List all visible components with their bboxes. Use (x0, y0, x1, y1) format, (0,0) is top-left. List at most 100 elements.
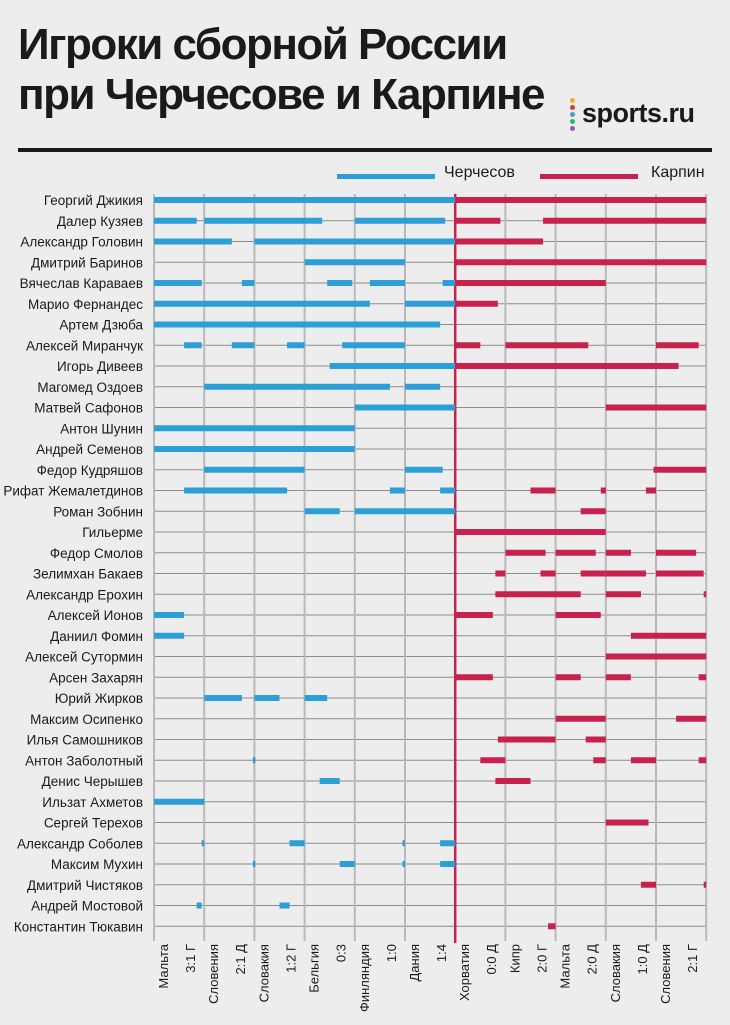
appearance-bar (389, 487, 405, 494)
appearance-bar (231, 342, 255, 349)
player-label: Антон Шунин (60, 421, 143, 436)
appearance-bar (354, 508, 456, 515)
appearance-bar (354, 404, 456, 411)
player-label: Юрий Жирков (55, 691, 143, 706)
player-label: Игорь Дивеев (57, 359, 143, 374)
match-score-label: 1:2 Г (283, 944, 298, 973)
appearance-bar (653, 466, 707, 473)
appearance-bar (304, 695, 328, 701)
appearance-bar (580, 508, 606, 515)
match-score-label: 1:4 (434, 944, 449, 962)
player-label: Алексей Сутормин (25, 650, 143, 665)
appearance-bar (154, 798, 205, 805)
appearance-bar (505, 778, 531, 784)
logo-dots-icon (570, 98, 576, 133)
match-score-label: 0:3 (334, 944, 349, 962)
player-label: Роман Зобнин (53, 504, 143, 519)
appearance-bar (402, 840, 405, 847)
appearance-bar (154, 197, 456, 203)
title-line-1: Игроки сборной России (18, 20, 508, 69)
appearance-bar (184, 342, 202, 349)
appearance-bar (204, 695, 242, 701)
player-label: Алексей Миранчук (26, 338, 143, 353)
appearance-bar (630, 757, 656, 764)
appearance-bar (698, 757, 707, 764)
appearance-bar (495, 778, 506, 784)
appearance-bar (154, 280, 202, 286)
appearance-bar (676, 715, 707, 722)
title-line-2: при Черчесове и Карпине (18, 70, 546, 119)
page-title: Игроки сборной России при Черчесове и Ка… (18, 20, 546, 120)
chart-legend: Черчесов Карпин (0, 160, 730, 190)
match-score-label: 2:0 Д (585, 944, 600, 975)
appearance-bar (548, 923, 556, 930)
player-label: Андрей Мостовой (31, 899, 143, 914)
appearance-bar (369, 280, 405, 286)
match-opponent-label: Хорватия (457, 944, 472, 1001)
appearance-bar (455, 217, 501, 224)
logo-dot (570, 98, 575, 103)
match-opponent-label: Мальта (156, 943, 171, 988)
appearance-bar (154, 321, 441, 328)
appearance-bar (555, 549, 596, 556)
legend-swatch-karpin (540, 174, 638, 179)
appearance-bar (329, 363, 456, 369)
appearance-bar (402, 861, 405, 867)
appearance-bar (405, 466, 443, 473)
match-opponent-label: Дания (407, 944, 422, 982)
appearance-bar (455, 363, 679, 369)
match-opponent-label: Словения (658, 944, 673, 1004)
appearance-bar (505, 342, 589, 349)
appearance-bar (440, 840, 456, 847)
player-label: Вячеслав Караваев (20, 276, 143, 291)
appearance-bar (600, 487, 606, 494)
player-label: Матвей Сафонов (34, 401, 143, 416)
player-label: Федор Смолов (50, 546, 143, 561)
appearance-bar (319, 778, 340, 784)
match-score-label: 2:1 Г (685, 944, 700, 973)
appearance-bar (252, 861, 256, 867)
player-label: Максим Осипенко (30, 712, 143, 727)
appearance-bar (442, 280, 456, 286)
appearance-bar (204, 383, 390, 390)
match-opponent-label: Словения (206, 944, 221, 1004)
match-score-label: 2:0 Г (534, 944, 549, 973)
logo-dot (570, 112, 575, 117)
appearance-bar (656, 549, 697, 556)
appearance-bar (605, 591, 641, 598)
logo-dot (570, 126, 575, 131)
player-label: Гильерме (82, 525, 143, 540)
appearance-bar (497, 736, 506, 743)
appearance-bar (455, 612, 493, 618)
appearance-bar (154, 300, 370, 307)
appearance-bar (505, 549, 546, 556)
player-label: Максим Мухин (51, 857, 143, 872)
appearance-bar (455, 300, 498, 307)
player-label: Андрей Семенов (36, 442, 143, 457)
appearance-bar (304, 259, 405, 266)
match-opponent-label: Словакия (608, 944, 623, 1002)
appearance-bar (605, 819, 649, 826)
appearance-bar (154, 217, 197, 224)
match-score-label: 3:1 Г (183, 944, 198, 973)
appearance-bar (455, 342, 481, 349)
appearance-bar (405, 383, 441, 390)
appearance-bar (605, 570, 646, 577)
player-label: Магомед Оздоев (37, 380, 143, 395)
player-label: Марио Фернандес (28, 297, 143, 312)
appearance-bar (703, 591, 707, 598)
player-label: Константин Тюкавин (14, 919, 143, 934)
player-label: Илья Самошников (27, 733, 143, 748)
match-opponent-label: Финляндия (357, 944, 372, 1012)
player-label: Георгий Джикия (44, 193, 143, 208)
appearance-bar (354, 217, 446, 224)
player-label: Даниил Фомин (50, 629, 143, 644)
player-label: Рифат Жемалетдинов (3, 484, 143, 499)
appearance-bar (605, 653, 707, 660)
appearance-bar (254, 238, 456, 245)
appearance-bar (480, 757, 506, 764)
player-label: Александр Головин (20, 235, 143, 250)
title-rule (18, 148, 712, 152)
appearance-bar (196, 902, 202, 909)
